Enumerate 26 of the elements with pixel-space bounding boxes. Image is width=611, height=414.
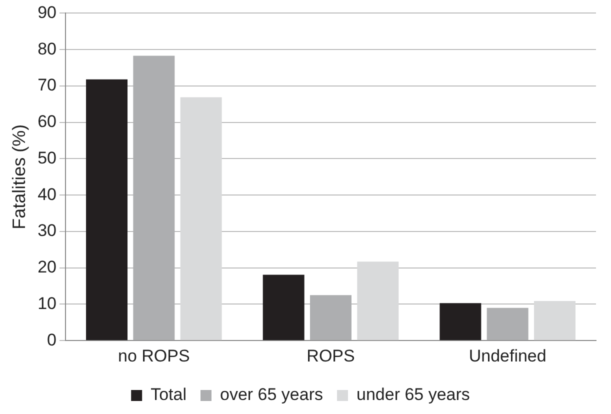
bar	[86, 79, 128, 340]
bar	[133, 56, 175, 340]
bar	[310, 295, 352, 340]
y-tick-label: 50	[38, 148, 57, 168]
y-axis-title: Fatalities (%)	[8, 124, 29, 230]
y-tick-label: 20	[38, 258, 57, 277]
legend-label: Total	[150, 385, 187, 404]
bar	[180, 97, 222, 340]
y-tick-label: 60	[38, 112, 57, 132]
legend-label: under 65 years	[356, 385, 470, 404]
bar	[262, 274, 304, 340]
bar	[440, 303, 482, 340]
bar	[357, 262, 399, 340]
legend-label: over 65 years	[220, 385, 324, 404]
bar	[486, 308, 528, 340]
x-tick-label: no ROPS	[118, 346, 190, 366]
y-tick-label: 0	[47, 330, 57, 350]
y-tick-label: 80	[38, 39, 57, 58]
y-tick-label: 40	[38, 184, 57, 204]
x-tick-label: ROPS	[306, 346, 355, 366]
y-tick-label: 70	[38, 76, 57, 95]
bar	[534, 300, 576, 340]
y-tick-label: 90	[38, 2, 57, 22]
x-tick-label: Undefined	[468, 346, 546, 366]
y-tick-label: 10	[38, 294, 57, 313]
y-tick-label: 30	[38, 221, 57, 240]
